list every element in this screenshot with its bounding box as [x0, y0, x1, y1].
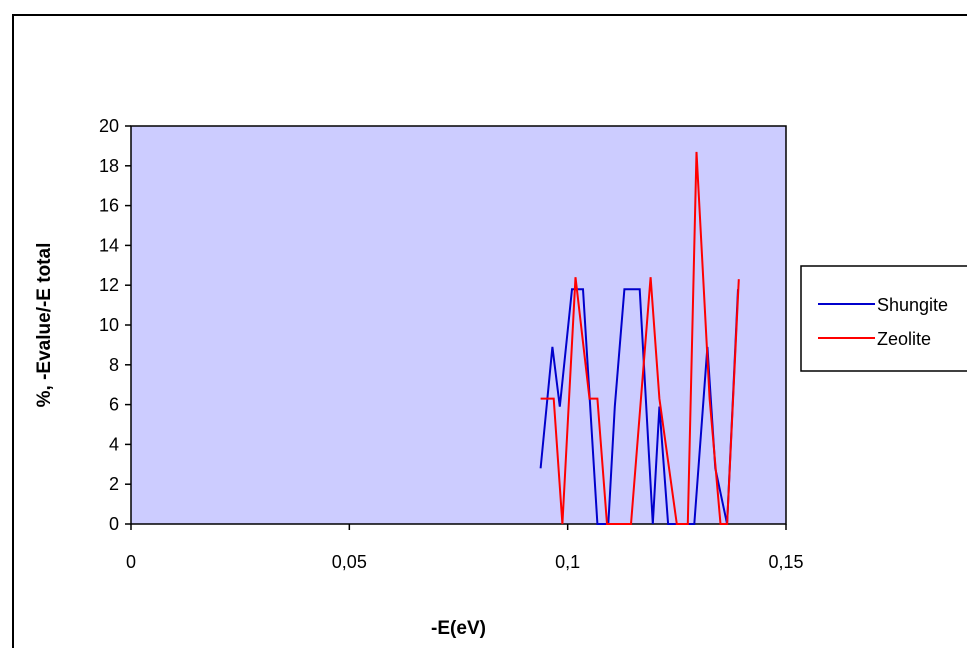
legend: Shungite Zeolite — [800, 265, 967, 372]
x-tick-label: 0,1 — [555, 552, 580, 572]
legend-label-shungite: Shungite — [877, 295, 948, 315]
y-tick-label: 10 — [99, 315, 119, 335]
x-axis-title: -E(eV) — [431, 618, 486, 639]
y-tick-label: 4 — [109, 434, 119, 454]
y-tick-label: 12 — [99, 275, 119, 295]
y-tick-label: 16 — [99, 196, 119, 216]
plot-area — [130, 125, 787, 525]
legend-label-zeolite: Zeolite — [877, 329, 931, 349]
x-tick-label: 0,15 — [768, 552, 803, 572]
series-line-shungite — [539, 288, 739, 525]
series-lines — [539, 151, 740, 525]
axes: 0 2 4 6 8 10 12 14 16 18 20 0 0,05 0,1 0,15 — [99, 116, 804, 572]
legend-box — [800, 265, 967, 372]
chart-frame — [12, 14, 967, 648]
series-line-zeolite — [540, 151, 740, 525]
y-tick-label: 6 — [109, 395, 119, 415]
y-tick-label: 8 — [109, 355, 119, 375]
y-axis-title: %, -Evalue/-E total — [34, 243, 55, 408]
y-tick-label: 2 — [109, 474, 119, 494]
y-tick-label: 20 — [99, 116, 119, 136]
x-tick-label: 0 — [126, 552, 136, 572]
x-tick-label: 0,05 — [332, 552, 367, 572]
y-tick-label: 18 — [99, 156, 119, 176]
y-tick-label: 14 — [99, 235, 119, 255]
y-tick-label: 0 — [109, 514, 119, 534]
